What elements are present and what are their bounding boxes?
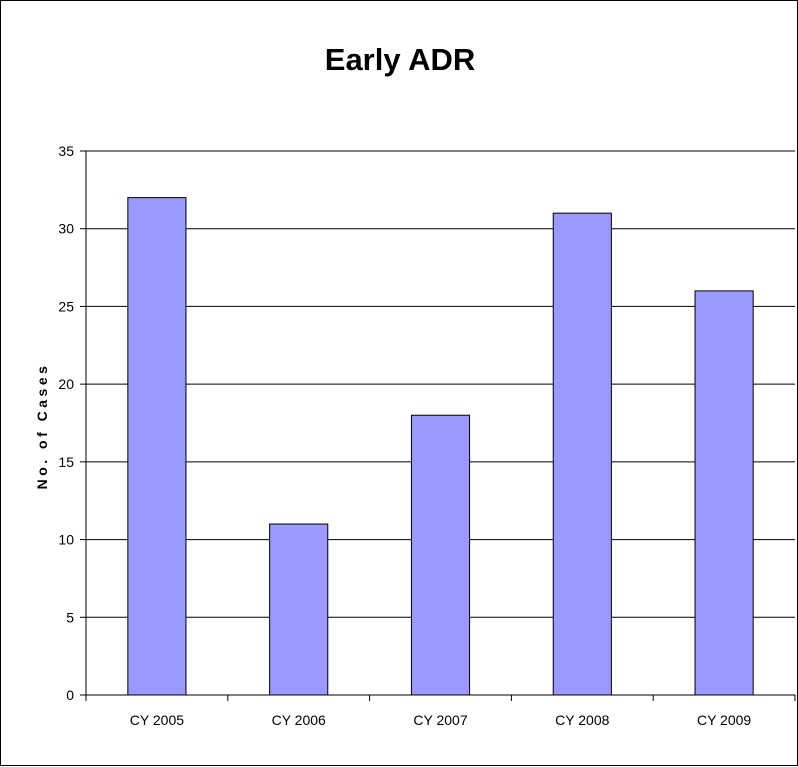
x-tick-label: CY 2005 (130, 712, 184, 728)
bar-cy-2005 (127, 197, 187, 696)
y-tick-label: 10 (58, 532, 74, 548)
bar-cy-2008 (552, 212, 612, 696)
y-tick-label: 35 (58, 143, 74, 159)
y-tick-labels: 0 5 10 15 20 25 30 35 (58, 143, 74, 703)
x-tick-label: CY 2008 (555, 712, 609, 728)
bars (127, 197, 754, 696)
bar-cy-2006 (269, 523, 329, 696)
x-tick-labels: CY 2005 CY 2006 CY 2007 CY 2008 CY 2009 (130, 712, 752, 728)
y-tick-label: 0 (66, 687, 74, 703)
y-tick-label: 5 (66, 609, 74, 625)
bar-cy-2009 (694, 290, 754, 696)
y-tick-label: 25 (58, 298, 74, 314)
x-tick-label: CY 2006 (272, 712, 326, 728)
x-tick-label: CY 2009 (697, 712, 751, 728)
chart-title: Early ADR (325, 42, 475, 77)
bar-cy-2007 (410, 414, 471, 696)
y-tick-label: 20 (58, 376, 74, 392)
x-tick-label: CY 2007 (413, 712, 467, 728)
axes (80, 150, 796, 701)
y-tick-label: 30 (58, 221, 74, 237)
y-tick-label: 15 (58, 454, 74, 470)
y-axis-label: No. of Cases (34, 363, 50, 490)
